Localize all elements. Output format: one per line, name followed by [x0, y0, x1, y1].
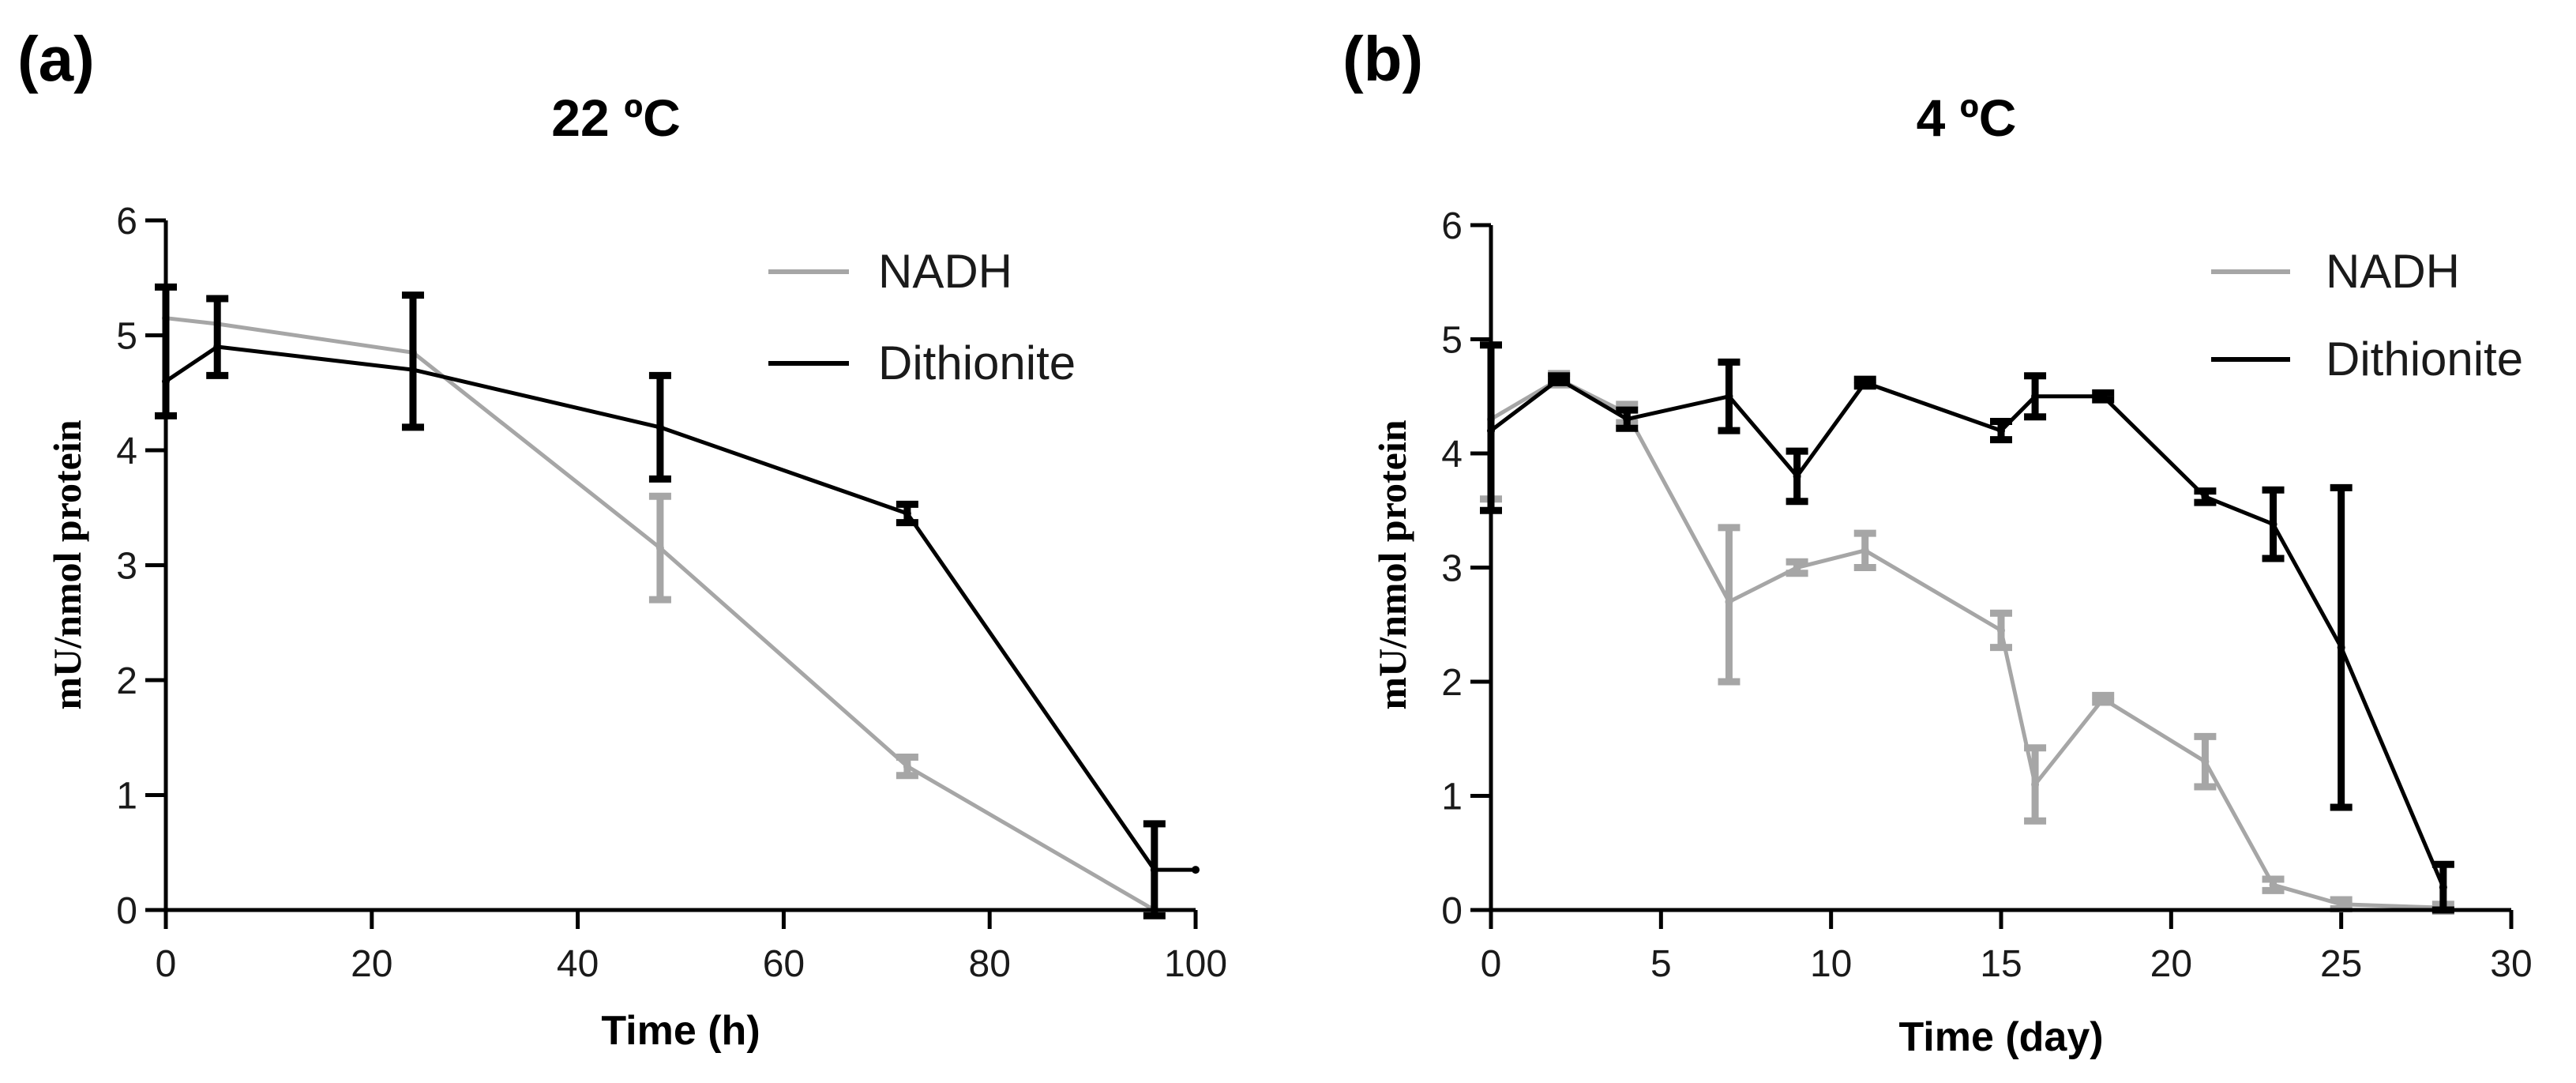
panel-b-x-tick-label: 25	[2320, 943, 2362, 985]
panel-b-x-tick-label: 5	[1650, 943, 1672, 985]
panel-b-point-nadh	[2269, 881, 2277, 889]
panel-a-label: (a)	[17, 24, 95, 94]
panel-b-y-tick-label: 4	[1441, 434, 1463, 476]
panel-b-legend-nadh: NADH	[2326, 245, 2460, 298]
panel-a-y-tick-label: 5	[116, 316, 137, 358]
panel-a-point-dithionite	[1192, 866, 1200, 874]
panel-a-y-tick-label: 4	[116, 431, 137, 472]
panel-b-x-tick-label: 30	[2490, 943, 2532, 985]
panel-a-x-tick-label: 100	[1164, 943, 1227, 985]
panel-a-y-tick-label: 2	[116, 660, 137, 702]
panel-a-point-dithionite	[903, 510, 911, 518]
panel-b-point-dithionite	[2269, 520, 2277, 528]
panel-b-point-dithionite	[1555, 375, 1564, 384]
panel-b-y-tick-label: 3	[1441, 548, 1463, 590]
panel-a-series-nadh	[162, 314, 1158, 914]
panel-b-x-tick-label: 15	[1980, 943, 2022, 985]
panel-a-series-dithionite	[155, 283, 1200, 919]
panel-b-point-nadh	[2099, 694, 2108, 703]
panel-a-line-dithionite	[164, 344, 1196, 872]
panel-a-x-tick-label: 60	[763, 943, 805, 985]
panel-a-y-tick-label: 0	[116, 890, 137, 932]
panel-a-title: 22 ºC	[551, 88, 681, 147]
panel-b-x-label: Time (day)	[1898, 1014, 2103, 1060]
panel-b-point-dithionite	[1997, 427, 2005, 435]
panel-b-label: (b)	[1342, 24, 1423, 94]
panel-a-series	[155, 283, 1200, 919]
panel-b-legend: NADH Dithionite	[2211, 245, 2523, 385]
panel-b-title: 4 ºC	[1917, 88, 2017, 147]
panel-b-chart: (b) 4 ºC 0 1 2 3 4 5 6 0 5 10 15 20 25 30 Time (day)…	[1342, 24, 2533, 1060]
panel-a-y-tick-label: 3	[116, 546, 137, 588]
panel-b-point-dithionite	[2031, 392, 2040, 400]
panel-a-line-nadh	[165, 316, 1156, 912]
panel-a-point-dithionite	[655, 423, 664, 431]
panel-b-point-nadh	[1861, 546, 1869, 555]
panel-b-y-tick-label: 5	[1441, 320, 1463, 362]
panel-b-point-dithionite	[2337, 643, 2345, 652]
panel-a-errorbar-dithionite	[401, 291, 424, 431]
panel-a-legend: NADH Dithionite	[768, 245, 1076, 389]
panel-b-x-tick-label: 10	[1810, 943, 1852, 985]
panel-b-y-tick-label: 0	[1441, 890, 1463, 932]
panel-b-y-ticks: 0 1 2 3 4 5 6	[1441, 205, 1491, 932]
panel-b-point-dithionite	[1725, 392, 1733, 400]
panel-b-line-nadh	[1489, 377, 2443, 910]
panel-b-point-dithionite	[1623, 415, 1632, 423]
panel-b-point-nadh	[2201, 758, 2210, 766]
panel-b-point-nadh	[2031, 780, 2040, 789]
panel-a-y-tick-label: 1	[116, 776, 137, 818]
panel-b-series-dithionite	[1480, 341, 2454, 914]
panel-a-x-ticks: 0 20 40 60 80 100	[156, 910, 1227, 985]
panel-a-x-label: Time (h)	[601, 1008, 760, 1054]
panel-b-x-tick-label: 20	[2150, 943, 2192, 985]
panel-b-x-ticks: 0 5 10 15 20 25 30	[1481, 910, 2533, 985]
panel-b-y-label: mU/nmol protein	[1370, 419, 1414, 709]
panel-a-legend-nadh: NADH	[878, 245, 1012, 298]
panel-a-point-dithionite	[1150, 866, 1158, 874]
panel-b-x-tick-label: 0	[1481, 943, 1502, 985]
panel-a-x-tick-label: 20	[351, 943, 392, 985]
panel-b-point-nadh	[1725, 597, 1733, 606]
panel-a-y-tick-label: 6	[116, 201, 137, 243]
panel-a-point-dithionite	[408, 366, 417, 374]
panel-b-point-dithionite	[2439, 883, 2447, 892]
panel-a-point-nadh	[903, 762, 911, 771]
panel-a-y-label: mU/nmol protein	[45, 419, 89, 709]
panel-b-y-tick-label: 2	[1441, 662, 1463, 704]
panel-a-point-dithionite	[213, 343, 222, 352]
panel-b-point-dithionite	[2099, 392, 2108, 400]
panel-b-point-nadh	[1997, 626, 2005, 634]
panel-b-y-tick-label: 1	[1441, 777, 1463, 818]
panel-b-point-dithionite	[1861, 378, 1869, 387]
panel-b-point-nadh	[2337, 900, 2345, 908]
panel-b-y-tick-label: 6	[1441, 205, 1463, 247]
panel-a-x-tick-label: 0	[156, 943, 177, 985]
panel-a-legend-dithionite: Dithionite	[878, 337, 1076, 389]
panel-a-y-ticks: 0 1 2 3 4 5 6	[116, 201, 166, 932]
panel-b-point-dithionite	[1793, 472, 1801, 480]
panel-a-errorbar-dithionite	[206, 295, 229, 379]
panel-b-point-dithionite	[2201, 492, 2210, 501]
panel-b-legend-dithionite: Dithionite	[2326, 333, 2523, 385]
panel-b-point-nadh	[1793, 563, 1801, 572]
panel-a-point-nadh	[655, 543, 664, 552]
panel-b-line-dithionite	[1489, 377, 2446, 889]
panel-a-x-tick-label: 80	[969, 943, 1011, 985]
panel-b-series	[1480, 341, 2454, 915]
panel-a-x-tick-label: 40	[557, 943, 599, 985]
